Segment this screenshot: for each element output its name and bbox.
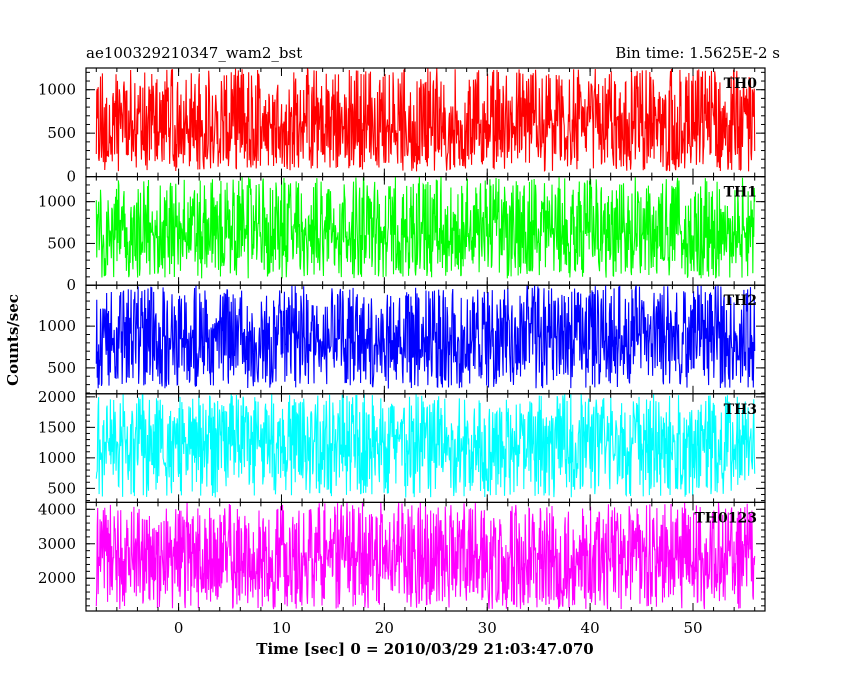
series-line-th0123 xyxy=(95,502,756,610)
x-tick-label: 20 xyxy=(375,619,394,637)
x-axis: 0 10 20 30 40 50 xyxy=(174,619,703,637)
panel-label: TH3 xyxy=(724,402,757,418)
panel-label: TH1 xyxy=(724,185,757,201)
bin-time-label: Bin time: 1.5625E-2 s xyxy=(615,44,780,62)
panel-label: TH2 xyxy=(724,293,757,309)
y-tick-label: 500 xyxy=(47,359,76,377)
x-tick-label: 40 xyxy=(581,619,600,637)
x-tick-label: 50 xyxy=(683,619,702,637)
y-tick-label: 1000 xyxy=(38,449,76,467)
panel-th0: 0 500 1000 TH0 xyxy=(38,67,766,186)
panel-stack: 0 500 1000 TH0 0 500 1000 TH1 500 1000 TH2 500 1000 1… xyxy=(38,67,766,612)
y-tick-label: 1000 xyxy=(38,193,76,211)
panel-label: TH0 xyxy=(724,76,758,92)
y-tick-label: 2000 xyxy=(38,569,76,587)
y-tick-label: 0 xyxy=(66,168,76,186)
x-tick-label: 0 xyxy=(174,619,184,637)
panel-label: TH0123 xyxy=(694,510,757,526)
x-tick-label: 10 xyxy=(272,619,291,637)
panel-th3: 500 1000 1500 2000 TH3 xyxy=(38,388,766,503)
y-tick-label: 500 xyxy=(47,124,76,142)
y-tick-label: 500 xyxy=(47,234,76,252)
panel-th1: 0 500 1000 TH1 xyxy=(38,176,766,294)
series-line-th0 xyxy=(95,68,756,173)
y-tick-label: 1000 xyxy=(38,317,76,335)
y-tick-label: 0 xyxy=(66,276,76,294)
x-axis-label: Time [sec] 0 = 2010/03/29 21:03:47.070 xyxy=(256,640,593,658)
y-tick-label: 500 xyxy=(47,479,76,497)
panel-frame xyxy=(85,501,766,612)
y-tick-label: 1500 xyxy=(38,418,76,436)
y-axis-label: Counts/sec xyxy=(4,294,22,386)
figure-title: ae100329210347_wam2_bst xyxy=(86,44,302,62)
series-line-th1 xyxy=(95,176,756,279)
series-line-th2 xyxy=(95,285,756,389)
y-tick-label: 2000 xyxy=(38,388,76,406)
y-tick-label: 4000 xyxy=(38,500,76,518)
y-tick-label: 1000 xyxy=(38,81,76,99)
panel-th0123: 2000 3000 4000 TH0123 xyxy=(38,500,766,612)
panel-th2: 500 1000 TH2 xyxy=(38,284,766,395)
series-line-th3 xyxy=(95,392,756,498)
y-tick-label: 3000 xyxy=(38,535,76,553)
x-tick-label: 30 xyxy=(478,619,497,637)
